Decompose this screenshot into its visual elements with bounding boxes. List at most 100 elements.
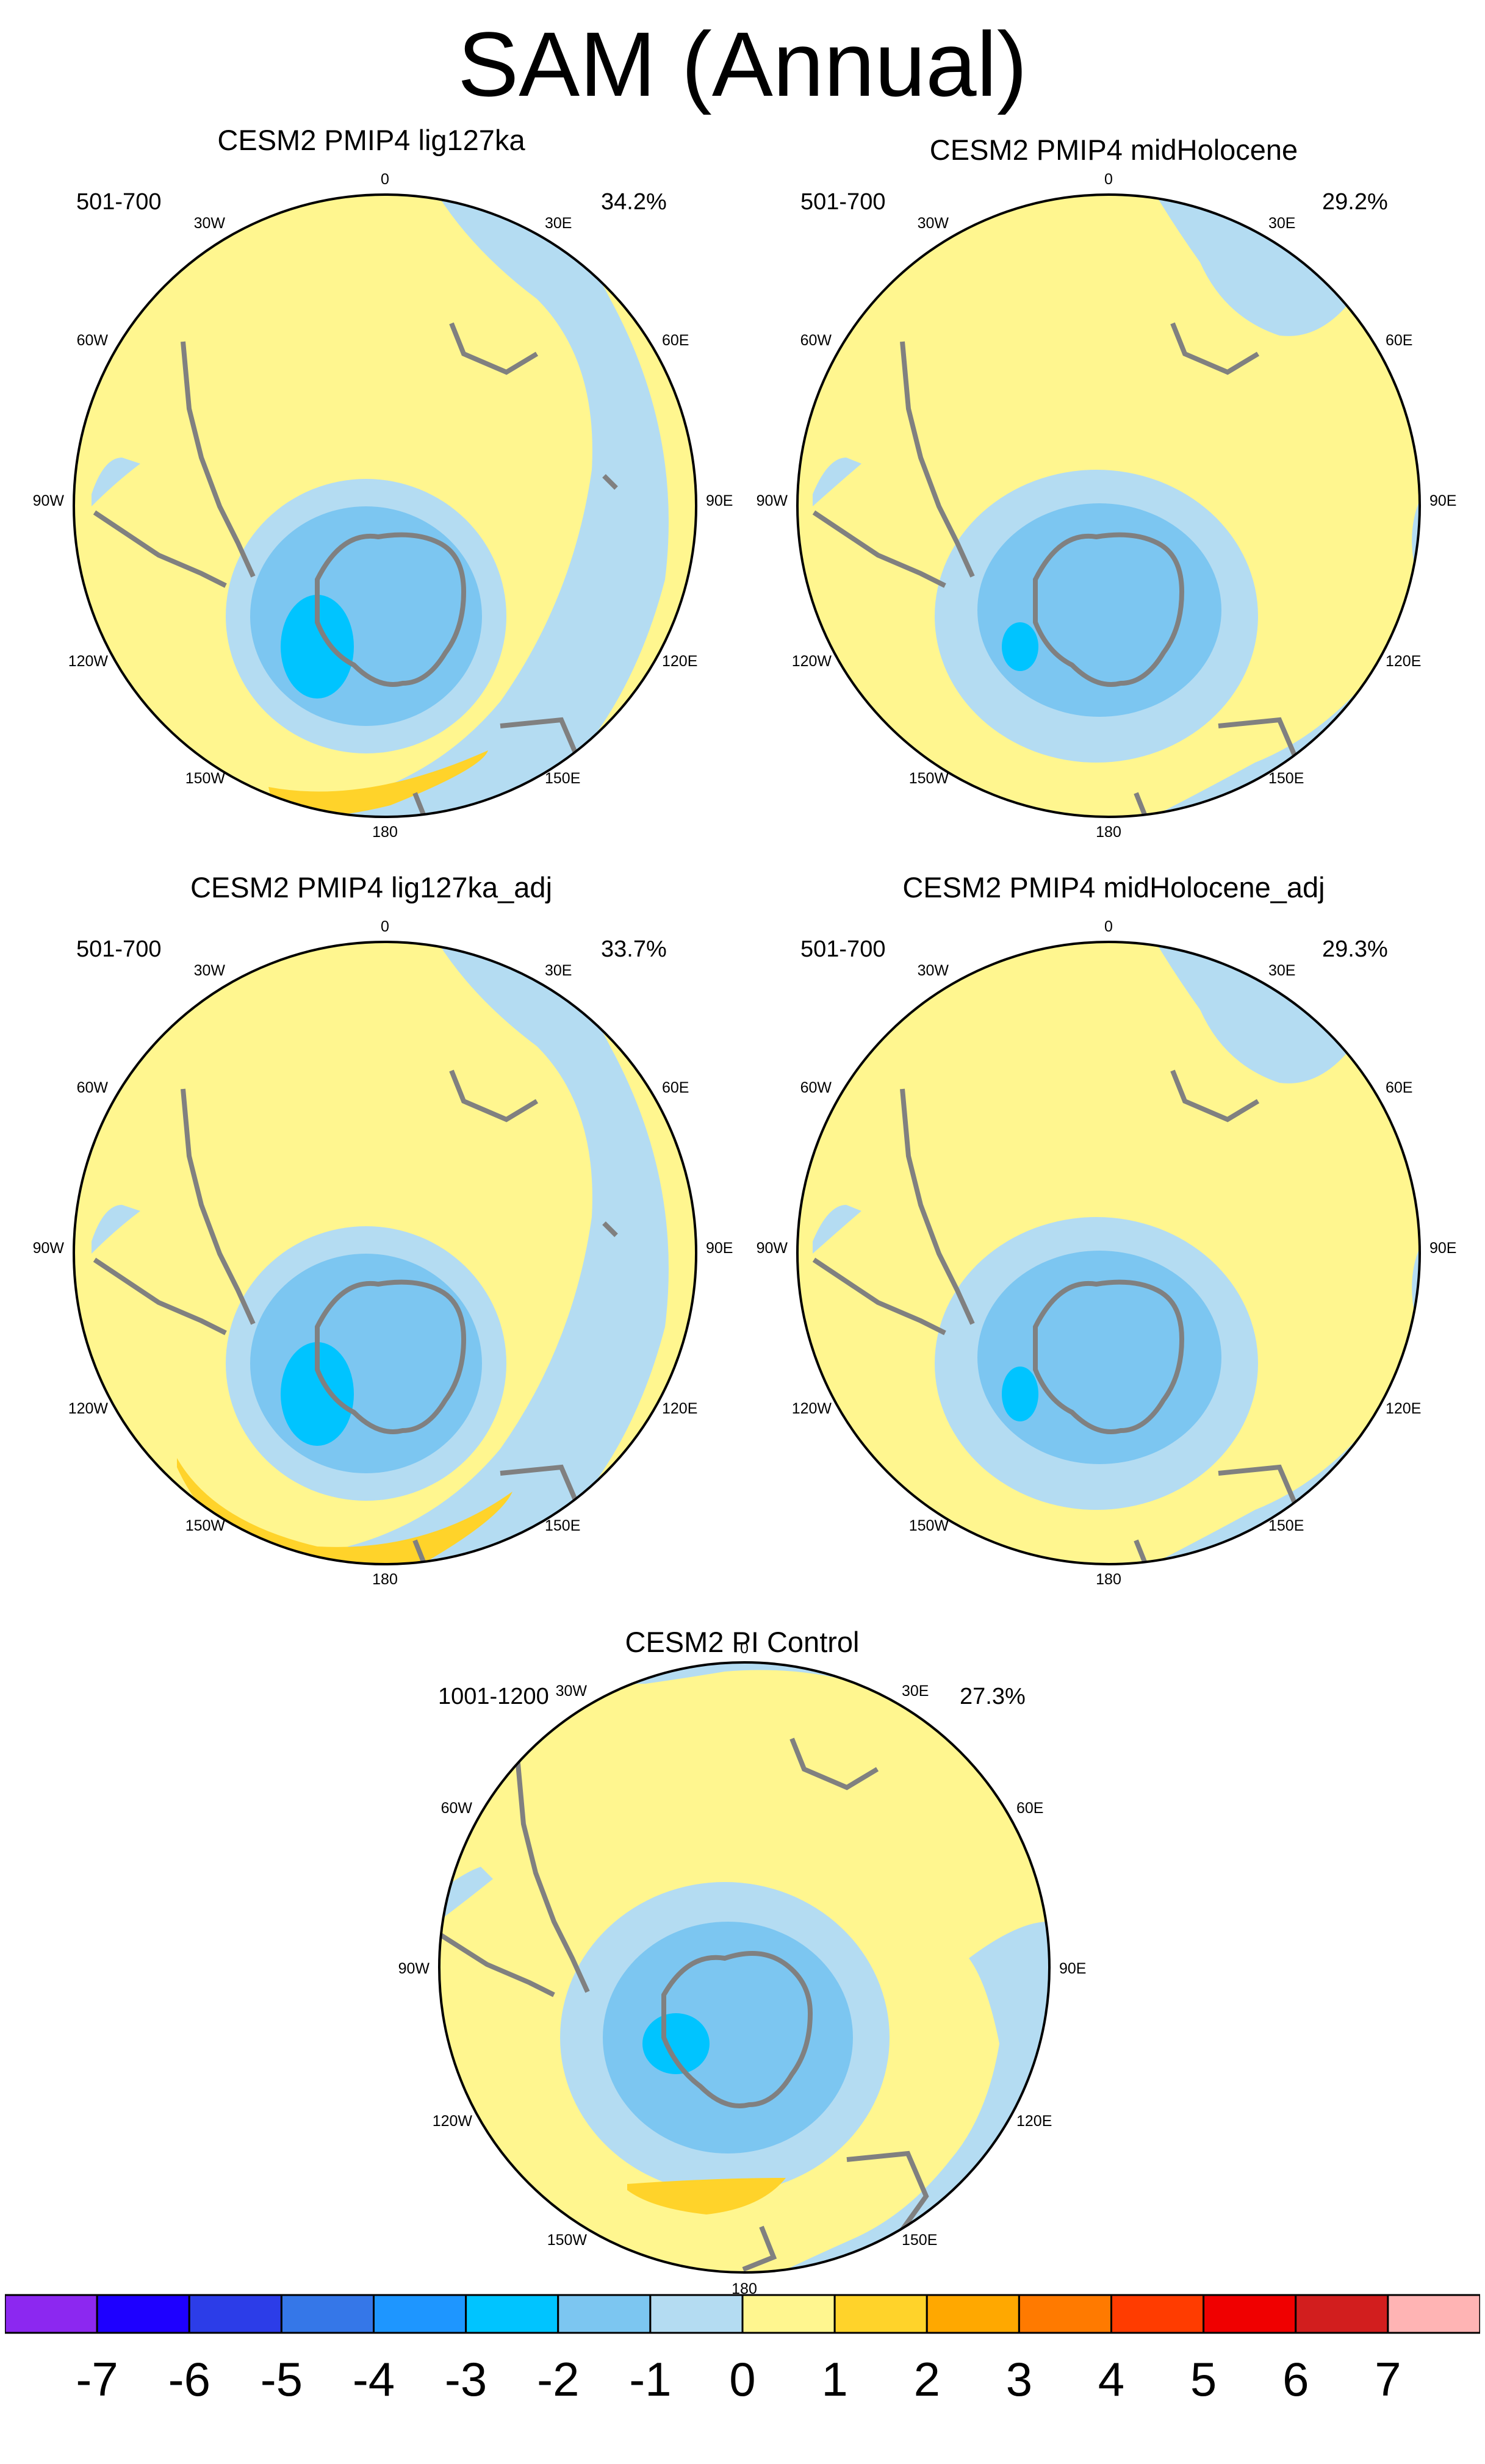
lon-label: 30W [194,962,226,979]
contour-minus2 [977,503,1221,717]
colorbar-swatch [280,2294,375,2334]
light-blue-region [1412,1248,1420,1351]
colorbar-tick-label: -6 [168,2352,210,2406]
light-blue-region [439,1867,493,1922]
coastlines [812,1069,1301,1564]
lon-label: 120W [792,653,832,670]
colorbar-tick-label: -3 [444,2352,487,2406]
colorbar-swatch [1110,2294,1205,2334]
colorbar-tick-label: -2 [537,2352,580,2406]
map-boundary [796,941,1421,1565]
lon-label: 30W [918,962,949,979]
panel-title: CESM2 PI Control [625,1626,860,1658]
lon-label: 180 [1096,1571,1121,1588]
colorbar-tick-label: -1 [629,2352,672,2406]
lon-label: 30E [545,215,572,232]
contour-minus3 [642,2013,710,2074]
contour-minus3 [281,595,354,699]
light-blue-region [1412,500,1420,604]
colorbar-tick-label: 0 [729,2352,756,2406]
contour-minus3 [281,1342,354,1446]
contour-minus2 [603,1922,853,2153]
lon-label: 150E [902,2232,937,2249]
polar-map: 0 30E 60E 90E 120E 150E 180 150W 120W 90… [757,171,1457,841]
lon-label: 150E [545,1517,580,1534]
lon-label: 30W [918,215,949,232]
colorbar-tick-label: 1 [821,2352,848,2406]
lon-label: 120W [68,653,109,670]
lon-label: 60W [77,1079,109,1096]
polar-map: 0 30E 60E 90E 120E 150E 180 150W 120W 90… [398,1640,1087,2297]
map-boundary [796,193,1421,818]
colorbar-tick-label: -7 [76,2352,118,2406]
colorbar-tick-label: 3 [1005,2352,1033,2406]
colorbar-tick-label: 7 [1375,2352,1401,2406]
colorbar-swatch [833,2294,928,2334]
colorbar-swatch [373,2294,467,2334]
panel-period: 1001-1200 [438,1684,549,1709]
coastlines [439,1737,929,2272]
lon-label: 30E [1268,962,1295,979]
lon-label: 30W [194,215,226,232]
panel-period: 501-700 [800,936,886,962]
panel-title: CESM2 PMIP4 midHolocene [929,134,1298,166]
map-boundary [73,941,697,1565]
colorbar-swatch [1387,2294,1480,2334]
map-panel-lig127ka: CESM2 PMIP4 lig127ka 501-700 34.2% 0 [0,116,743,848]
lon-label: 120W [433,2113,473,2130]
lon-label: 120W [792,1400,832,1417]
lon-label: 90W [757,1240,788,1257]
lon-label: 30E [902,1683,929,1700]
light-blue-region [92,1205,140,1254]
colorbar-swatch [96,2294,190,2334]
coastlines [93,322,618,817]
lon-label: 90W [398,1960,430,1977]
colorbar-swatch [5,2294,98,2334]
lon-label: 30W [556,1683,588,1700]
colorbar-swatch [649,2294,744,2334]
contour-plus1 [268,750,488,816]
lon-label: 150W [547,2232,588,2249]
panel-variance: 29.3% [1322,936,1388,962]
panel-variance: 33.7% [601,936,667,962]
panel-period: 501-700 [76,936,162,962]
colorbar-tick-label: 6 [1282,2352,1309,2406]
lon-label: 120E [1386,1400,1421,1417]
map-panel-pi-control: CESM2 PI Control 1001-1200 27.3% 0 30E [371,1617,1113,2297]
panel-title: CESM2 PMIP4 lig127ka_adj [190,871,553,903]
map-boundary [438,1661,1051,2274]
light-blue-region [342,195,669,817]
map-panel-midholocene-adj: CESM2 PMIP4 midHolocene_adj 501-700 29.3… [743,863,1485,1595]
lon-label: 90W [33,492,65,509]
colorbar-swatch [1203,2294,1297,2334]
lon-label: 0 [381,171,389,188]
polar-map: 0 30E 60E 90E 120E 150E 180 150W 120W 90… [33,918,733,1588]
colorbar-swatch [741,2294,836,2334]
lon-label: 60E [1016,1800,1043,1817]
panel-variance: 34.2% [601,189,667,215]
lon-label: 180 [1096,824,1121,841]
lon-label: 0 [740,1640,749,1657]
lon-label: 120E [1016,2113,1052,2130]
lon-label: 60E [662,1079,689,1096]
map-panel-lig127ka-adj: CESM2 PMIP4 lig127ka_adj 501-700 33.7% [0,863,743,1595]
main-title: SAM (Annual) [458,13,1027,115]
lon-label: 150E [545,770,580,787]
contour-minus3 [1002,1367,1038,1421]
lon-label: 0 [1104,918,1113,935]
lon-label: 150W [909,1517,949,1534]
lon-label: 60W [800,1079,832,1096]
colorbar-swatch [1018,2294,1113,2334]
lon-label: 60E [662,332,689,349]
panel-variance: 29.2% [1322,189,1388,215]
lon-label: 150E [1268,1517,1304,1534]
lon-label: 120E [662,1400,697,1417]
light-blue-region [92,458,140,506]
lon-label: 60E [1386,332,1412,349]
lon-label: 90E [706,492,733,509]
colorbar-tick-label: -5 [260,2352,303,2406]
map-boundary [73,193,697,818]
lon-label: 150W [185,1517,226,1534]
lon-label: 150W [909,770,949,787]
polar-map: 0 30E 60E 90E 120E 150E 180 150W 120W 90… [757,918,1457,1588]
